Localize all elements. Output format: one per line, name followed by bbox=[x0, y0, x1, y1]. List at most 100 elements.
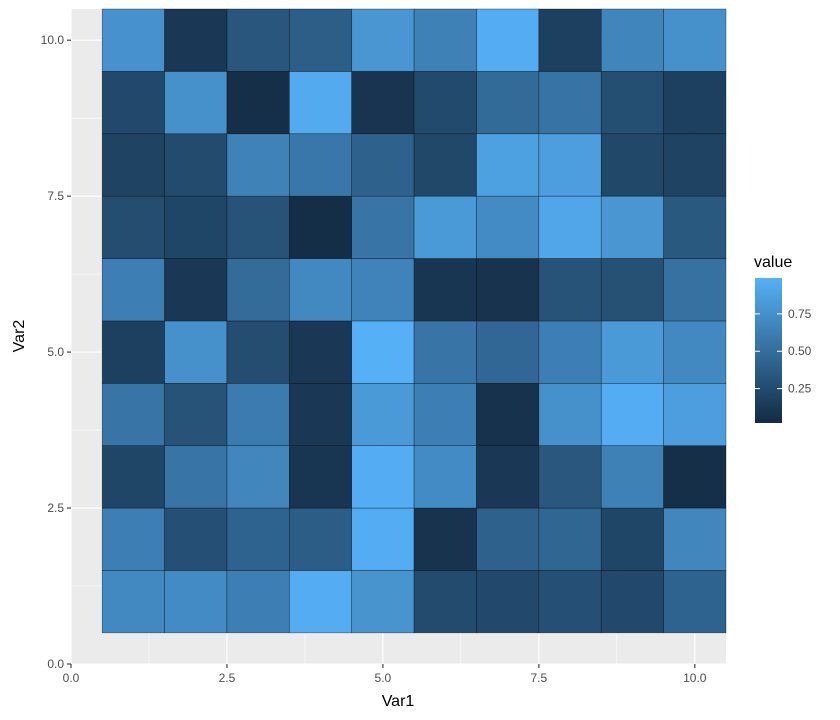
y-tick-label: 2.5 bbox=[47, 501, 64, 515]
heatmap-tile bbox=[226, 507, 290, 571]
heatmap-tile bbox=[476, 382, 540, 446]
heatmap-tile bbox=[351, 71, 415, 135]
heatmap-tile bbox=[164, 382, 228, 446]
heatmap-tile bbox=[538, 320, 602, 384]
heatmap-tile bbox=[101, 8, 165, 72]
heatmap-tile bbox=[413, 133, 477, 197]
heatmap-tile bbox=[476, 570, 540, 634]
heatmap-tile bbox=[164, 570, 228, 634]
heatmap-tile bbox=[289, 382, 353, 446]
heatmap-tile bbox=[101, 71, 165, 135]
heatmap-tile bbox=[164, 507, 228, 571]
heatmap-tile bbox=[226, 382, 290, 446]
y-tick-label: 5.0 bbox=[47, 345, 64, 359]
heatmap-tile bbox=[538, 71, 602, 135]
legend-title: value bbox=[754, 254, 792, 271]
heatmap-tile bbox=[226, 133, 290, 197]
heatmap-tile bbox=[476, 133, 540, 197]
heatmap-tile bbox=[351, 258, 415, 322]
heatmap-tile bbox=[101, 507, 165, 571]
heatmap-tile bbox=[600, 258, 664, 322]
x-tick-label: 2.5 bbox=[219, 671, 236, 685]
heatmap-tile bbox=[663, 570, 727, 634]
legend-colorbar bbox=[755, 278, 782, 423]
x-tick-label: 0.0 bbox=[63, 671, 80, 685]
heatmap-tile bbox=[351, 570, 415, 634]
heatmap-tile bbox=[600, 71, 664, 135]
heatmap-tile bbox=[663, 320, 727, 384]
axes: 0.0 2.5 5.0 7.5 10.0 0.0 2.5 5.0 7.5 10.0 bbox=[41, 33, 707, 685]
legend-tick-label: 0.25 bbox=[788, 382, 812, 396]
heatmap-tile bbox=[600, 133, 664, 197]
heatmap-tile bbox=[413, 8, 477, 72]
heatmap-tile bbox=[289, 71, 353, 135]
heatmap-tile bbox=[289, 507, 353, 571]
heatmap-tile bbox=[289, 258, 353, 322]
heatmap-tile bbox=[476, 8, 540, 72]
heatmap-tile bbox=[413, 382, 477, 446]
y-axis-title: Var2 bbox=[11, 320, 28, 353]
heatmap-tile bbox=[663, 382, 727, 446]
heatmap-tile bbox=[101, 320, 165, 384]
heatmap-tile bbox=[226, 8, 290, 72]
heatmap-tile bbox=[538, 445, 602, 509]
heatmap-tile bbox=[351, 320, 415, 384]
heatmap-tile bbox=[101, 195, 165, 259]
heatmap-tile bbox=[600, 445, 664, 509]
heatmap-tile bbox=[663, 445, 727, 509]
heatmap-tile bbox=[289, 570, 353, 634]
x-tick-label: 5.0 bbox=[375, 671, 392, 685]
heatmap-tile bbox=[226, 570, 290, 634]
heatmap-tile bbox=[663, 258, 727, 322]
heatmap-tile bbox=[226, 71, 290, 135]
heatmap-tile bbox=[164, 71, 228, 135]
heatmap-tile bbox=[226, 258, 290, 322]
heatmap-tile bbox=[413, 71, 477, 135]
heatmap-tile bbox=[538, 258, 602, 322]
heatmap-tile bbox=[413, 195, 477, 259]
heatmap-tile bbox=[476, 195, 540, 259]
heatmap-tile bbox=[101, 382, 165, 446]
heatmap-tile bbox=[663, 71, 727, 135]
heatmap-tile bbox=[538, 570, 602, 634]
y-tick-label: 0.0 bbox=[47, 657, 64, 671]
heatmap-tile bbox=[164, 195, 228, 259]
x-axis-title: Var1 bbox=[382, 693, 415, 710]
heatmap-tile bbox=[663, 8, 727, 72]
heatmap-tile bbox=[476, 445, 540, 509]
legend-tick-label: 0.50 bbox=[788, 344, 812, 358]
heatmap-tile bbox=[164, 445, 228, 509]
heatmap-tile bbox=[413, 258, 477, 322]
heatmap-tile bbox=[351, 507, 415, 571]
heatmap-tile bbox=[164, 8, 228, 72]
color-legend: value 0.25 0.50 0.75 bbox=[754, 254, 812, 423]
heatmap-tile bbox=[600, 507, 664, 571]
heatmap-tile bbox=[351, 8, 415, 72]
heatmap-tile bbox=[351, 195, 415, 259]
heatmap-tile bbox=[164, 320, 228, 384]
heatmap-tile bbox=[538, 133, 602, 197]
heatmap-tile bbox=[351, 445, 415, 509]
heatmap-tile bbox=[289, 195, 353, 259]
heatmap-tile bbox=[538, 195, 602, 259]
x-tick-label: 7.5 bbox=[531, 671, 548, 685]
heatmap-tile bbox=[351, 133, 415, 197]
heatmap-tile bbox=[663, 507, 727, 571]
heatmap-tile bbox=[164, 258, 228, 322]
heatmap-tile bbox=[101, 258, 165, 322]
y-tick-label: 10.0 bbox=[41, 33, 65, 47]
heatmap-tile bbox=[289, 445, 353, 509]
heatmap-tile bbox=[538, 507, 602, 571]
legend-ticks: 0.25 0.50 0.75 bbox=[755, 307, 812, 396]
heatmap-tile bbox=[413, 445, 477, 509]
heatmap-tile bbox=[663, 133, 727, 197]
heatmap-tile bbox=[600, 382, 664, 446]
legend-tick-label: 0.75 bbox=[788, 307, 812, 321]
heatmap-tile bbox=[351, 382, 415, 446]
heatmap-tile bbox=[476, 507, 540, 571]
heatmap-tile bbox=[600, 570, 664, 634]
heatmap-tile bbox=[226, 195, 290, 259]
heatmap-tile bbox=[538, 8, 602, 72]
heatmap-tile bbox=[476, 320, 540, 384]
